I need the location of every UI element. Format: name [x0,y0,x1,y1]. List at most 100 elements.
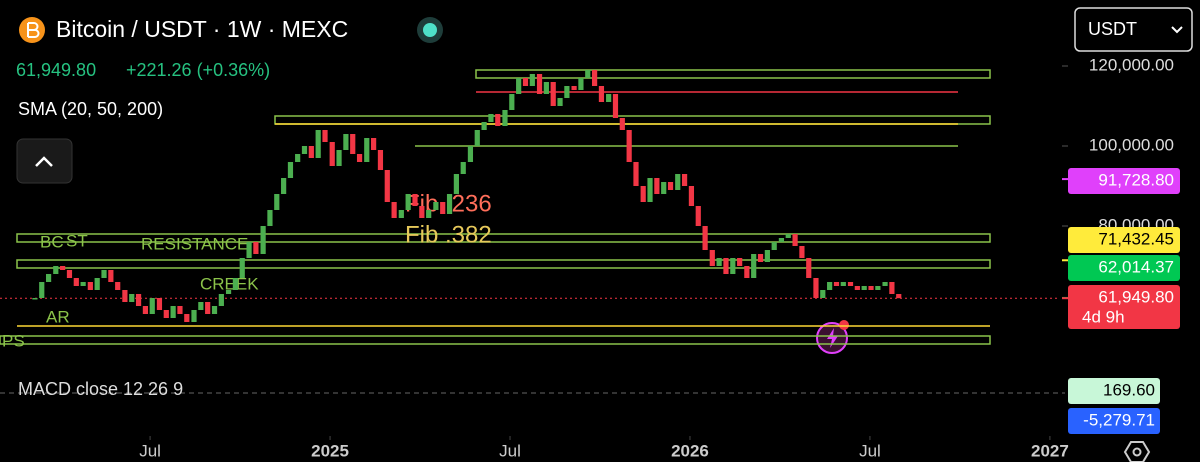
candle [32,298,38,300]
candle [108,270,114,282]
candle [695,206,701,226]
candle [612,94,619,118]
quote-selector[interactable] [1074,7,1193,52]
candle [405,194,411,210]
candle [198,302,204,310]
candle [840,282,846,286]
y-tick-label: 100,000.00 [1089,135,1174,154]
macd-tag [1068,408,1160,434]
candle [626,130,632,162]
chevron [1171,26,1183,34]
price-tag-label: 61,949.80 [1098,287,1174,306]
candle [419,206,425,218]
candle [833,282,840,286]
candle [654,178,660,194]
indicator-label[interactable]: SMA (20, 50, 200) [18,99,163,119]
candle [398,210,404,218]
candle [218,294,224,306]
candle [861,286,867,290]
candle [267,210,273,226]
x-tick-label: 2027 [1031,441,1069,460]
candle [329,142,335,166]
annotation: ST [66,231,88,250]
candle [39,282,45,298]
symbol-title[interactable]: Bitcoin / USDT · 1W · MEXC [56,16,348,42]
candle [536,74,543,94]
annotation: Fib .382 [405,221,492,248]
annotation: AR [46,307,70,326]
coin-glyph [27,22,40,38]
candle [723,258,729,274]
quote-selector-label: USDT [1088,19,1137,39]
candle [481,122,487,130]
candle [184,314,190,322]
candle [274,194,280,210]
candle [343,134,349,150]
candle [813,278,819,298]
candle [868,286,874,290]
candle [847,282,854,286]
candle [875,286,881,290]
candle [716,258,722,266]
candle [854,286,860,290]
candle [571,86,577,90]
last-price: 61,949.80 [16,60,96,80]
candle [598,86,605,102]
candle [661,182,667,194]
candle [820,290,826,298]
candle [578,78,584,90]
collapse-button[interactable] [16,138,73,184]
candle [94,278,100,290]
candle [516,78,522,94]
price-tag [1068,255,1180,281]
price-tag [1068,168,1180,194]
x-tick-label: Jul [139,441,161,460]
candle [66,270,73,278]
candle [101,270,107,278]
candle [896,294,902,299]
candle [440,202,446,214]
candle [592,70,598,86]
candle [115,282,121,290]
candle [225,290,232,294]
candle [80,282,86,286]
y-tick-label: 120,000.00 [1089,55,1174,74]
candle [688,186,695,206]
candle [827,282,833,290]
candle [350,134,356,154]
level-box [16,259,991,269]
candle [426,210,432,218]
candle [757,254,764,262]
candle [744,266,750,278]
candle [170,306,176,318]
candle [495,114,501,126]
candle [295,154,301,162]
status-dot [423,23,437,37]
candle [509,94,515,110]
candle [73,278,79,286]
candle [53,266,59,274]
candle [433,202,439,210]
candle [889,282,895,294]
x-tick-label: Jul [859,441,881,460]
candle [522,78,529,86]
candle [122,290,128,302]
candle [377,150,384,170]
candle [205,302,211,314]
candle [384,170,390,202]
candle [502,110,508,126]
candle [453,174,459,194]
candle [633,162,639,186]
candle [129,294,135,302]
level-box [475,69,991,79]
candle [806,258,812,278]
candle [211,306,218,314]
level-box [0,335,991,345]
candle [315,130,321,158]
settings-icon[interactable] [1123,441,1151,462]
price-tag-label: 62,014.37 [1098,257,1174,276]
price-change: +221.26 (+0.36%) [126,60,270,80]
